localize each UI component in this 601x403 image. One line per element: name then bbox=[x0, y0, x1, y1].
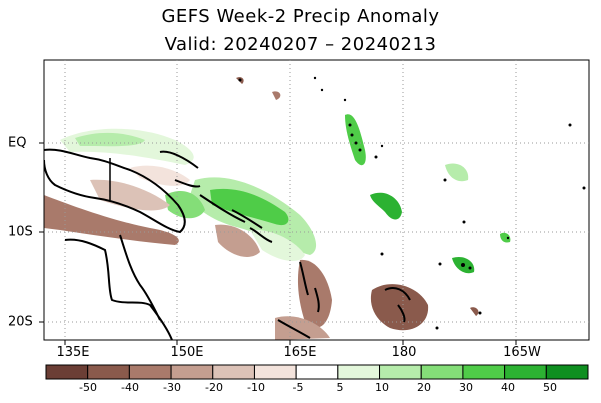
dry-anomaly-vanuatu bbox=[297, 259, 332, 328]
colorbar-swatch bbox=[337, 364, 381, 380]
colorbar-label: 40 bbox=[501, 381, 515, 394]
coastlines bbox=[44, 148, 411, 340]
lat-label: EQ bbox=[8, 135, 27, 151]
colorbar-swatch bbox=[504, 364, 547, 380]
coastline-solomon bbox=[199, 194, 273, 243]
colorbar-swatch bbox=[45, 364, 89, 380]
colorbar-swatch bbox=[462, 364, 506, 380]
colorbar-label: 5 bbox=[336, 381, 344, 394]
wet-anomaly-isolated bbox=[370, 192, 402, 220]
dry-anomaly-west bbox=[44, 195, 179, 245]
colorbar-swatch bbox=[295, 364, 339, 380]
lat-label: 20S bbox=[8, 314, 33, 330]
map-title: GEFS Week-2 Precip Anomaly bbox=[161, 6, 440, 27]
wet-anomaly-png bbox=[165, 190, 205, 219]
colorbar-swatch bbox=[128, 364, 172, 380]
coastline-vanuatu bbox=[299, 261, 320, 313]
colorbar-swatch bbox=[87, 364, 130, 380]
wet-anomaly-islands bbox=[345, 114, 366, 166]
lon-label: 180 bbox=[391, 345, 417, 360]
colorbar-label: 20 bbox=[417, 381, 431, 394]
map-subtitle: Valid: 20240207 – 20240213 bbox=[164, 34, 437, 55]
lat-label: 10S bbox=[8, 224, 33, 240]
dry-anomaly-spot-2 bbox=[272, 91, 281, 100]
colorbar-swatch bbox=[212, 364, 255, 380]
dry-anomaly-spot-3 bbox=[470, 307, 479, 316]
lon-label: 165E bbox=[283, 345, 317, 360]
colorbar-label: -5 bbox=[292, 381, 304, 394]
dry-anomaly-coral bbox=[215, 224, 260, 257]
wet-anomaly-core bbox=[210, 188, 289, 226]
colorbar-label: 10 bbox=[375, 381, 389, 394]
coastline-australia bbox=[64, 234, 173, 340]
colorbar-boxes bbox=[45, 364, 589, 380]
lon-label: 135E bbox=[56, 345, 90, 360]
colorbar-label: -30 bbox=[163, 381, 181, 394]
colorbar-label: -50 bbox=[79, 381, 97, 394]
axis-ticks bbox=[39, 142, 517, 345]
graticule bbox=[44, 60, 589, 340]
colorbar-swatch bbox=[379, 364, 422, 380]
colorbar-swatch bbox=[170, 364, 214, 380]
colorbar-swatch bbox=[420, 364, 464, 380]
wet-anomaly-small-2 bbox=[500, 232, 511, 243]
islands bbox=[238, 76, 586, 330]
wet-anomaly-east bbox=[445, 163, 469, 182]
colorbar-label: 30 bbox=[459, 381, 473, 394]
lon-label: 165W bbox=[503, 345, 541, 360]
colorbar-label: -10 bbox=[247, 381, 265, 394]
lon-label: 150E bbox=[170, 345, 204, 360]
coastline-new-guinea bbox=[44, 148, 186, 234]
map-frame bbox=[43, 59, 590, 341]
coastline-png-islands bbox=[159, 150, 201, 188]
coastline-fiji bbox=[384, 287, 411, 323]
colorbar-label: 50 bbox=[543, 381, 557, 394]
colorbar-swatch bbox=[253, 364, 297, 380]
colorbar-swatch bbox=[545, 364, 589, 380]
coastline-new-caledonia bbox=[277, 319, 311, 339]
colorbar-label: -20 bbox=[205, 381, 223, 394]
colorbar-label: -40 bbox=[121, 381, 139, 394]
